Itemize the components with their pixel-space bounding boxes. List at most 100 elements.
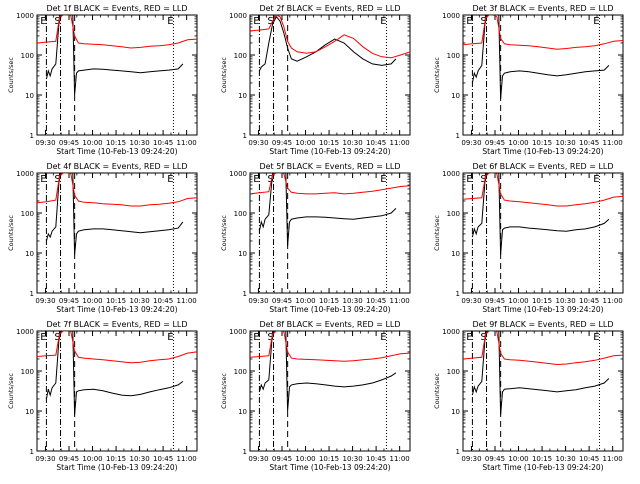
x-tick-label: 10:15 [106, 139, 126, 147]
y-tick-label: 10 [238, 92, 247, 100]
y-tick-label: 1000 [442, 328, 460, 336]
chart-panel-7: Det 7f BLACK = Events, RED = LLD 1 10 100 10… [7, 320, 198, 472]
x-tick-label: 10:30 [129, 297, 149, 305]
marker-label: E [40, 16, 46, 27]
chart-panel-2: Det 2f BLACK = Events, RED = LLD 1 10 100 10… [220, 4, 411, 156]
x-tick-label: 09:45 [59, 455, 79, 463]
y-tick-label: 10 [25, 92, 34, 100]
y-tick-label: 1 [456, 448, 460, 456]
x-tick-label: 09:45 [59, 139, 79, 147]
series-line-lld [463, 331, 623, 366]
marker-label: E [593, 174, 599, 185]
x-tick-label: 10:00 [508, 455, 528, 463]
series-line-lld [250, 173, 410, 195]
y-tick-label: 100 [234, 368, 247, 376]
chart-title: Det 9f BLACK = Events, RED = LLD [472, 320, 613, 329]
x-tick-label: 10:00 [508, 139, 528, 147]
x-tick-label: 09:45 [272, 297, 292, 305]
marker-label: E [380, 332, 386, 343]
series-line-events [471, 173, 610, 255]
y-axis-label: Counts/sec [7, 215, 15, 251]
x-tick-label: 10:45 [579, 139, 599, 147]
x-axis-label: Start Time (10-Feb-13 09:24:20) [482, 147, 603, 156]
series-line-lld [37, 173, 197, 207]
y-tick-label: 1000 [16, 328, 34, 336]
y-tick-label: 1 [456, 132, 460, 140]
x-tick-label: 10:15 [532, 455, 552, 463]
marker-label: S [267, 16, 273, 27]
x-tick-label: 11:00 [177, 139, 197, 147]
series-line-lld [463, 15, 623, 50]
chart-title: Det 3f BLACK = Events, RED = LLD [472, 4, 613, 13]
x-tick-label: 09:45 [485, 139, 505, 147]
x-tick-label: 10:15 [106, 297, 126, 305]
y-axis-label: Counts/sec [7, 57, 15, 93]
series-line-events [258, 173, 397, 247]
y-tick-label: 1000 [229, 12, 247, 20]
x-tick-label: 09:30 [248, 297, 268, 305]
marker-label: E [380, 16, 386, 27]
x-tick-label: 09:30 [461, 297, 481, 305]
chart-title: Det 1f BLACK = Events, RED = LLD [46, 4, 187, 13]
x-axis-label: Start Time (10-Feb-13 09:24:20) [56, 463, 177, 472]
x-tick-label: 10:45 [153, 297, 173, 305]
x-axis-label: Start Time (10-Feb-13 09:24:20) [269, 305, 390, 314]
chart-panel-8: Det 8f BLACK = Events, RED = LLD 1 10 100 10… [220, 320, 411, 472]
plot-frame [249, 172, 411, 294]
x-axis-label: Start Time (10-Feb-13 09:24:20) [269, 147, 390, 156]
x-tick-label: 09:45 [485, 297, 505, 305]
y-axis-label: Counts/sec [7, 373, 15, 409]
plot-frame [462, 14, 624, 136]
series-line-lld [463, 173, 623, 207]
x-tick-label: 11:00 [177, 297, 197, 305]
x-tick-label: 09:45 [272, 455, 292, 463]
plot-frame [462, 172, 624, 294]
y-axis-label: Counts/sec [220, 215, 228, 251]
series-line-events [45, 15, 184, 96]
series-line-events [258, 15, 397, 72]
chart-panel-1: Det 1f BLACK = Events, RED = LLD 1 10 100 10… [7, 4, 198, 156]
x-tick-label: 11:00 [177, 455, 197, 463]
plot-frame [36, 172, 198, 294]
series-line-lld [250, 331, 410, 362]
x-axis-label: Start Time (10-Feb-13 09:24:20) [56, 147, 177, 156]
y-tick-label: 1 [243, 448, 247, 456]
y-tick-label: 1 [243, 132, 247, 140]
x-tick-label: 10:45 [153, 455, 173, 463]
y-axis-label: Counts/sec [220, 57, 228, 93]
x-tick-label: 10:15 [319, 297, 339, 305]
x-tick-label: 10:15 [106, 455, 126, 463]
x-tick-label: 10:00 [508, 297, 528, 305]
marker-label: E [167, 332, 173, 343]
x-tick-label: 09:45 [59, 297, 79, 305]
y-tick-label: 1000 [229, 170, 247, 178]
marker-label: E [466, 16, 472, 27]
x-axis-label: Start Time (10-Feb-13 09:24:20) [482, 305, 603, 314]
marker-label: S [54, 16, 60, 27]
y-tick-label: 10 [238, 408, 247, 416]
marker-label: S [480, 332, 486, 343]
x-tick-label: 11:00 [603, 139, 623, 147]
y-tick-label: 1 [243, 290, 247, 298]
x-tick-label: 09:45 [272, 139, 292, 147]
chart-title: Det 8f BLACK = Events, RED = LLD [259, 320, 400, 329]
series-line-events [258, 331, 397, 412]
marker-label: E [167, 16, 173, 27]
marker-label: E [40, 332, 46, 343]
chart-title: Det 2f BLACK = Events, RED = LLD [259, 4, 400, 13]
y-tick-label: 10 [451, 408, 460, 416]
marker-label: E [40, 174, 46, 185]
x-tick-label: 11:00 [603, 455, 623, 463]
x-tick-label: 10:30 [555, 455, 575, 463]
x-axis-label: Start Time (10-Feb-13 09:24:20) [482, 463, 603, 472]
marker-label: E [253, 174, 259, 185]
plot-frame [36, 14, 198, 136]
plot-frame [36, 330, 198, 452]
chart-panel-5: Det 5f BLACK = Events, RED = LLD 1 10 100 10… [220, 162, 411, 314]
y-tick-label: 100 [21, 210, 34, 218]
marker-label: S [480, 16, 486, 27]
y-tick-label: 1 [456, 290, 460, 298]
y-tick-label: 1000 [442, 12, 460, 20]
